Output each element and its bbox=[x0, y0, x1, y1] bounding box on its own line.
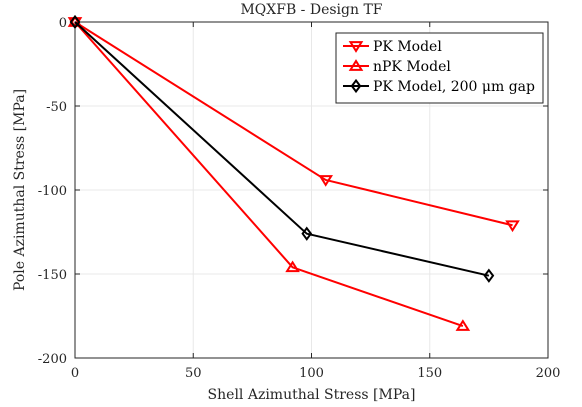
x-tick-label: 50 bbox=[185, 366, 202, 381]
legend-item: PK Model, 200 μm gap bbox=[343, 78, 535, 95]
legend: PK Model nPK Model PK Model, 200 μm gap bbox=[335, 32, 544, 104]
data-point bbox=[69, 14, 81, 30]
x-tick-label: 150 bbox=[417, 366, 442, 381]
data-point bbox=[285, 260, 300, 273]
y-tick-label: -100 bbox=[38, 184, 67, 199]
data-point bbox=[318, 175, 333, 187]
ticks-layer: 0 50 100 150 200 0 -50 -100 -150 -200 bbox=[38, 16, 561, 381]
y-tick-label: 0 bbox=[59, 16, 67, 31]
x-tick-label: 0 bbox=[71, 366, 79, 381]
y-tick-label: -150 bbox=[38, 268, 67, 283]
series-layer bbox=[67, 14, 520, 331]
data-point bbox=[505, 220, 520, 233]
y-axis-label: Pole Azimuthal Stress [MPa] bbox=[12, 89, 28, 291]
legend-marker bbox=[348, 59, 364, 71]
series-line bbox=[74, 21, 464, 328]
series-3 bbox=[69, 14, 495, 283]
series-line bbox=[74, 21, 490, 277]
legend-marker bbox=[348, 41, 364, 53]
legend-marker bbox=[350, 78, 362, 94]
series-line bbox=[74, 21, 513, 227]
legend-label: PK Model bbox=[373, 39, 442, 55]
data-point bbox=[301, 226, 313, 241]
legend-box bbox=[335, 32, 544, 104]
data-point bbox=[455, 319, 471, 331]
x-tick-label: 200 bbox=[536, 366, 561, 381]
y-tick-label: -200 bbox=[38, 352, 67, 367]
data-point bbox=[483, 268, 495, 283]
legend-label: PK Model, 200 μm gap bbox=[373, 79, 535, 95]
legend-label: nPK Model bbox=[373, 59, 451, 75]
x-tick-label: 100 bbox=[299, 366, 324, 381]
y-tick-label: -50 bbox=[46, 100, 67, 115]
legend-item: nPK Model bbox=[343, 59, 451, 75]
legend-item: PK Model bbox=[343, 39, 442, 55]
legend-items: PK Model nPK Model PK Model, 200 μm gap bbox=[343, 39, 535, 95]
x-axis-label: Shell Azimuthal Stress [MPa] bbox=[208, 387, 416, 403]
chart-title: MQXFB - Design TF bbox=[240, 2, 382, 18]
